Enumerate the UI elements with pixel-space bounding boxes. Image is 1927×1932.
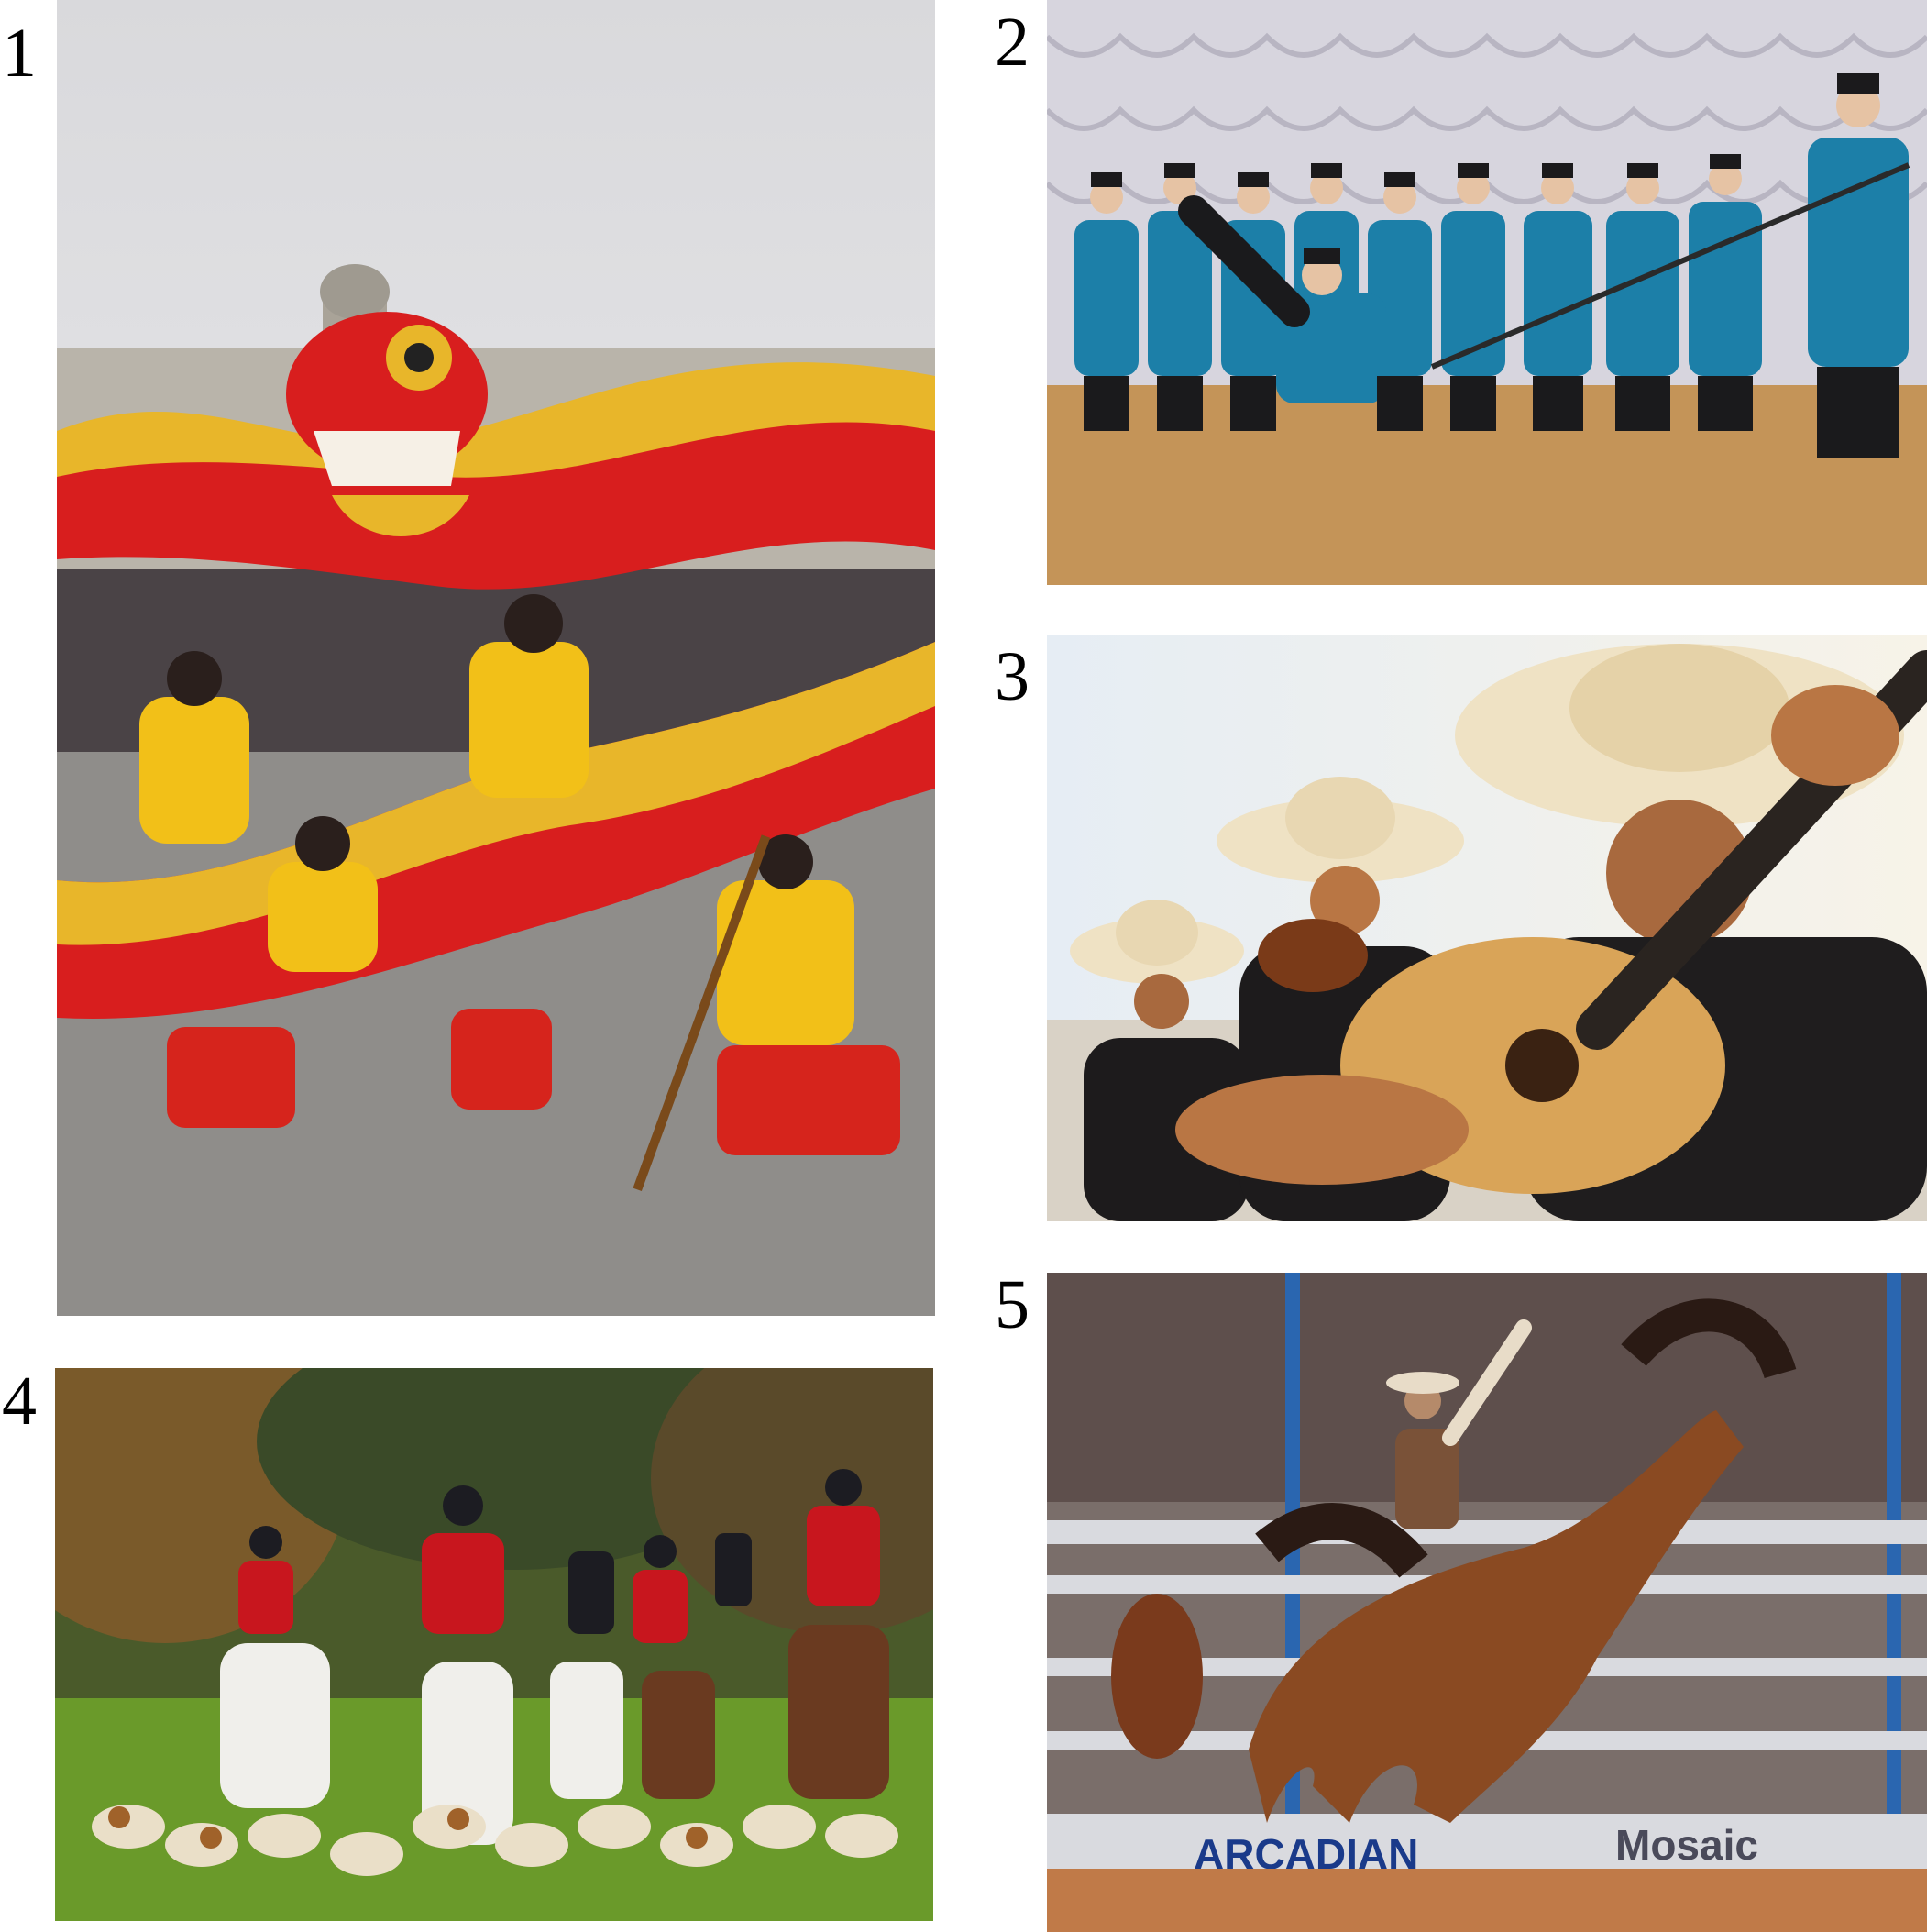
panel-1-number: 1 bbox=[2, 15, 37, 92]
photo-cossack-dance bbox=[1047, 0, 1927, 585]
photo-mariachi-band bbox=[1047, 635, 1927, 1221]
panel-2-number: 2 bbox=[995, 4, 1030, 81]
panel-5-number: 5 bbox=[995, 1266, 1030, 1343]
panel-3-number: 3 bbox=[995, 638, 1030, 715]
photo-dragon-dance bbox=[57, 0, 935, 1316]
photo-fox-hunt bbox=[55, 1368, 933, 1921]
sign-mosaic: Mosaic bbox=[1615, 1821, 1758, 1869]
panel-4-number: 4 bbox=[2, 1363, 37, 1440]
photo-rodeo: ARCADIAN Mosaic bbox=[1047, 1273, 1927, 1932]
